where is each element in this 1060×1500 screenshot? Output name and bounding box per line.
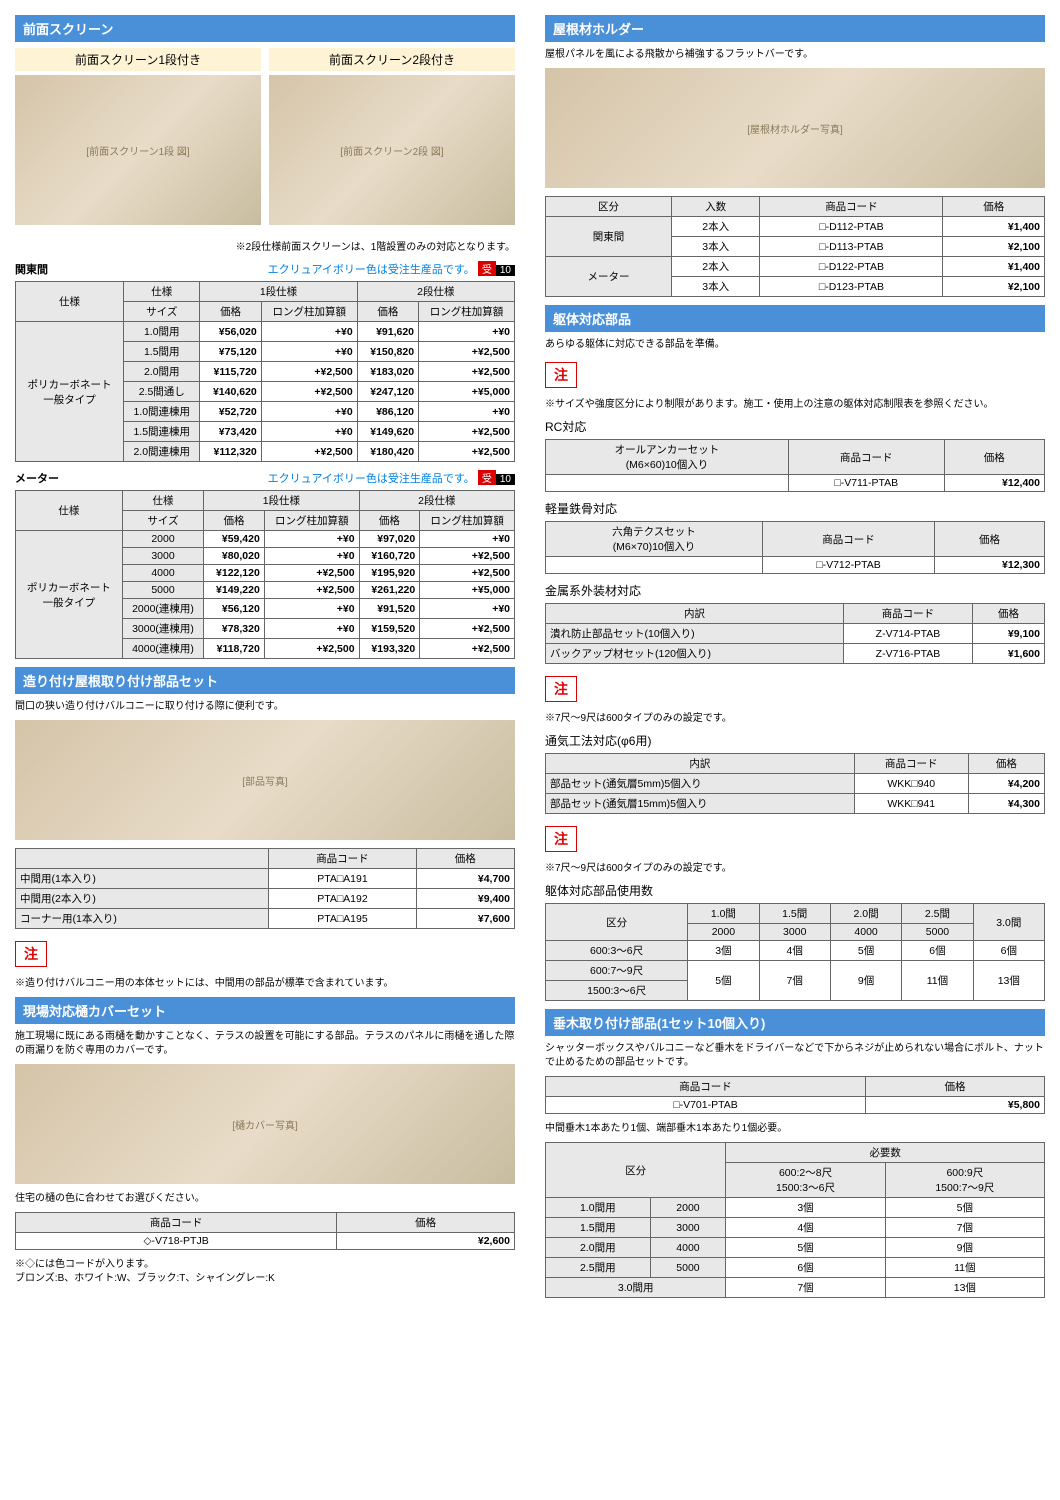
page-container: 前面スクリーン 前面スクリーン1段付き [前面スクリーン1段 図] 前面スクリー… bbox=[15, 15, 1045, 1306]
holder-img: [屋根材ホルダー写真] bbox=[545, 68, 1045, 188]
holder-desc: 屋根パネルを風による飛散から補強するフラットバーです。 bbox=[545, 48, 1045, 62]
screen-note1: ※2段仕様前面スクリーンは、1階設置のみの対応となります。 bbox=[15, 241, 515, 255]
badge-10: 10 bbox=[496, 265, 515, 276]
taruki-note: 中間垂木1本あたり1個、端部垂木1本あたり1個必要。 bbox=[545, 1122, 1045, 1136]
holder-table: 区分入数商品コード価格 関東間2本入□-D112-PTAB¥1,4003本入□-… bbox=[545, 196, 1045, 297]
steel-table: 六角テクスセット (M6×70)10個入り商品コード価格 □-V712-PTAB… bbox=[545, 521, 1045, 574]
meter-table: 仕様仕様1段仕様2段仕様 サイズ価格ロング柱加算額価格ロング柱加算額 ポリカーボ… bbox=[15, 490, 515, 659]
cover-footer: ※◇には色コードが入ります。 ブロンズ:B、ホワイト:W、ブラック:T、シャイン… bbox=[15, 1258, 515, 1286]
kanto-label: 関東間 bbox=[15, 261, 48, 277]
cover-note: 住宅の樋の色に合わせてお選びください。 bbox=[15, 1192, 515, 1206]
bodyparts-warn: 注 bbox=[545, 362, 577, 388]
meter-label: メーター bbox=[15, 470, 59, 486]
roofparts-img: [部品写真] bbox=[15, 720, 515, 840]
screen-img2: [前面スクリーン2段 図] bbox=[269, 75, 515, 225]
bodyparts-warntext: ※サイズや強度区分により制限があります。施工・使用上の注意の躯体対応制限表を参照… bbox=[545, 398, 1045, 412]
screen-images: 前面スクリーン1段付き [前面スクリーン1段 図] 前面スクリーン2段付き [前… bbox=[15, 48, 515, 233]
rc-table: オールアンカーセット (M6×60)10個入り商品コード価格 □-V711-PT… bbox=[545, 439, 1045, 492]
kanto-notice: 関東間 エクリュアイボリー色は受注生産品です。 受10 bbox=[15, 261, 515, 277]
usage-table: 区分 1.0間1.5間2.0間2.5間3.0間 2000300040005000… bbox=[545, 903, 1045, 1001]
kanto-table: 仕様仕様1段仕様2段仕様 サイズ価格ロング柱加算額価格ロング柱加算額 ポリカーボ… bbox=[15, 281, 515, 462]
roofparts-table: 商品コード価格 中間用(1本入り)PTA□A191¥4,700中間用(2本入り)… bbox=[15, 848, 515, 929]
right-column: 屋根材ホルダー 屋根パネルを風による飛散から補強するフラットバーです。 [屋根材… bbox=[545, 15, 1045, 1306]
steel-label: 軽量鉄骨対応 bbox=[545, 500, 1045, 517]
taruki-req-table: 区分必要数 600:2〜8尺 1500:3〜6尺600:9尺 1500:7〜9尺… bbox=[545, 1142, 1045, 1298]
screen-sub2: 前面スクリーン2段付き bbox=[269, 48, 515, 71]
cover-desc: 施工現場に既にある雨樋を動かすことなく、テラスの設置を可能にする部品。テラスのパ… bbox=[15, 1030, 515, 1058]
taruki-desc: シャッターボックスやバルコニーなど垂木をドライバーなどで下からネジが止められない… bbox=[545, 1042, 1045, 1070]
holder-title: 屋根材ホルダー bbox=[545, 15, 1045, 42]
vent-table: 内訳商品コード価格 部品セット(通気層5mm)5個入りWKK□940¥4,200… bbox=[545, 753, 1045, 814]
roofparts-desc: 間口の狭い造り付けバルコニーに取り付ける際に便利です。 bbox=[15, 700, 515, 714]
taruki-table: 商品コード価格 □-V701-PTAB¥5,800 bbox=[545, 1076, 1045, 1114]
vent-label: 通気工法対応(φ6用) bbox=[545, 732, 1045, 749]
bodyparts-desc: あらゆる躯体に対応できる部品を準備。 bbox=[545, 338, 1045, 352]
metal-table: 内訳商品コード価格 潰れ防止部品セット(10個入り)Z-V714-PTAB¥9,… bbox=[545, 603, 1045, 664]
cover-table: 商品コード価格 ◇-V718-PTJB¥2,600 bbox=[15, 1212, 515, 1250]
bodyparts-title: 躯体対応部品 bbox=[545, 305, 1045, 332]
screen-img1: [前面スクリーン1段 図] bbox=[15, 75, 261, 225]
roofparts-title: 造り付け屋根取り付け部品セット bbox=[15, 667, 515, 694]
badge-uke: 受 bbox=[478, 261, 496, 276]
meter-notice: メーター エクリュアイボリー色は受注生産品です。 受10 bbox=[15, 470, 515, 486]
roofparts-warntext: ※造り付けバルコニー用の本体セットには、中間用の部品が標準で含まれています。 bbox=[15, 977, 515, 991]
taruki-title: 垂木取り付け部品(1セット10個入り) bbox=[545, 1009, 1045, 1036]
metal-label: 金属系外装材対応 bbox=[545, 582, 1045, 599]
screen-title: 前面スクリーン bbox=[15, 15, 515, 42]
cover-img: [樋カバー写真] bbox=[15, 1064, 515, 1184]
screen-sub1: 前面スクリーン1段付き bbox=[15, 48, 261, 71]
left-column: 前面スクリーン 前面スクリーン1段付き [前面スクリーン1段 図] 前面スクリー… bbox=[15, 15, 515, 1306]
roofparts-warn: 注 bbox=[15, 941, 47, 967]
cover-title: 現場対応樋カバーセット bbox=[15, 997, 515, 1024]
rc-label: RC対応 bbox=[545, 418, 1045, 435]
usage-label: 躯体対応部品使用数 bbox=[545, 882, 1045, 899]
